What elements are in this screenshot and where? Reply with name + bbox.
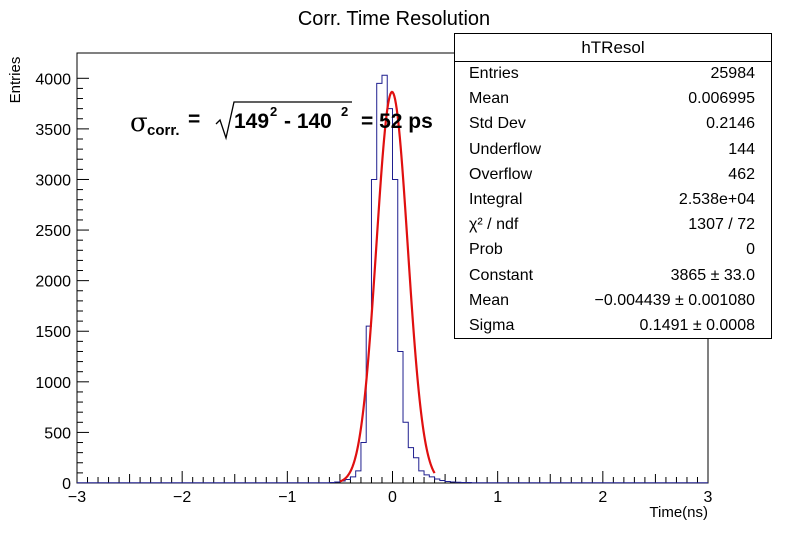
- stats-value: 0.006995: [688, 90, 755, 108]
- y-tick-label: 500: [44, 425, 71, 442]
- stats-key: Mean: [469, 291, 510, 309]
- stats-row: Std Dev 0.2146: [455, 113, 771, 137]
- stats-row: Mean 0.006995: [455, 88, 771, 112]
- y-tick-label: 2500: [35, 223, 71, 240]
- stats-row: Integral 2.538e+04: [455, 189, 771, 213]
- stats-box: hTResol Entries 25984 Mean 0.006995 Std Dev 0…: [454, 33, 772, 339]
- sqrt-symbol: [215, 101, 352, 141]
- y-tick-label: 3500: [35, 122, 71, 139]
- stats-key: Overflow: [469, 165, 533, 183]
- y-tick-label: 1500: [35, 324, 71, 341]
- stats-row: Entries 25984: [455, 63, 771, 87]
- stats-key: Prob: [469, 241, 503, 259]
- x-tick-label: −1: [278, 489, 296, 506]
- formula-exponent2: 2: [341, 104, 349, 119]
- stats-key: Underflow: [469, 140, 542, 158]
- x-tick-label: 2: [598, 489, 607, 506]
- formula-result: = 52 ps: [361, 110, 433, 133]
- stats-key: Integral: [469, 191, 523, 208]
- formula-equals: =: [188, 108, 201, 131]
- x-axis: −3 −2 −1 0 1 2 3: [68, 471, 713, 506]
- formula-base1: 149: [234, 110, 270, 133]
- x-tick-label: −3: [68, 489, 86, 506]
- stats-row: Overflow 462: [455, 164, 771, 188]
- stats-row: Mean −0.004439 ± 0.001080: [455, 290, 771, 314]
- y-tick-label: 4000: [35, 71, 71, 88]
- y-tick-label: 2000: [35, 274, 71, 291]
- x-tick-label: 3: [704, 489, 713, 506]
- stats-key: Std Dev: [469, 115, 526, 133]
- y-tick-label: 3000: [35, 172, 71, 189]
- stats-value: 2.538e+04: [678, 191, 755, 208]
- stats-key: Constant: [469, 266, 534, 284]
- stats-value: 0.2146: [706, 115, 755, 133]
- x-tick-label: 1: [493, 489, 502, 506]
- x-axis-label: Time(ns): [649, 504, 708, 521]
- gaussian-fit-curve: [339, 90, 436, 483]
- formula-exponent1: 2: [270, 104, 278, 119]
- stats-row: Sigma 0.1491 ± 0.0008: [455, 315, 771, 339]
- stats-key: Entries: [469, 65, 519, 82]
- histogram-series: [77, 74, 708, 484]
- stats-row: χ² / ndf 1307 / 72: [455, 214, 771, 238]
- stats-title: hTResol: [455, 34, 771, 62]
- stats-row: Prob 0: [455, 239, 771, 263]
- formula-minus-term: - 140: [284, 110, 332, 133]
- formula-sigma-subscript: corr.: [147, 122, 180, 139]
- formula-sigma: σ: [130, 108, 148, 138]
- stats-value: 462: [728, 165, 755, 183]
- stats-key: χ² / ndf: [469, 216, 519, 234]
- stats-key: Sigma: [469, 317, 515, 334]
- stats-key: Mean: [469, 90, 510, 108]
- stats-value: 0.1491 ± 0.0008: [639, 317, 755, 334]
- stats-value: 0: [746, 241, 755, 259]
- stats-row: Underflow 144: [455, 139, 771, 163]
- stats-value: 1307 / 72: [688, 216, 755, 234]
- chart-title: Corr. Time Resolution: [298, 8, 490, 30]
- y-tick-label: 0: [62, 476, 71, 493]
- stats-value: −0.004439 ± 0.001080: [594, 291, 755, 309]
- x-tick-label: 0: [388, 489, 397, 506]
- y-axis: 0 500 1000 1500 2000 2500 3000 3500 4000: [35, 71, 89, 493]
- stats-value: 25984: [710, 65, 756, 82]
- stats-value: 3865 ± 33.0: [670, 266, 755, 284]
- stats-row: Constant 3865 ± 33.0: [455, 265, 771, 289]
- y-axis-label: Entries: [7, 57, 24, 104]
- y-tick-label: 1000: [35, 375, 71, 392]
- stats-value: 144: [728, 140, 755, 158]
- x-tick-label: −2: [173, 489, 191, 506]
